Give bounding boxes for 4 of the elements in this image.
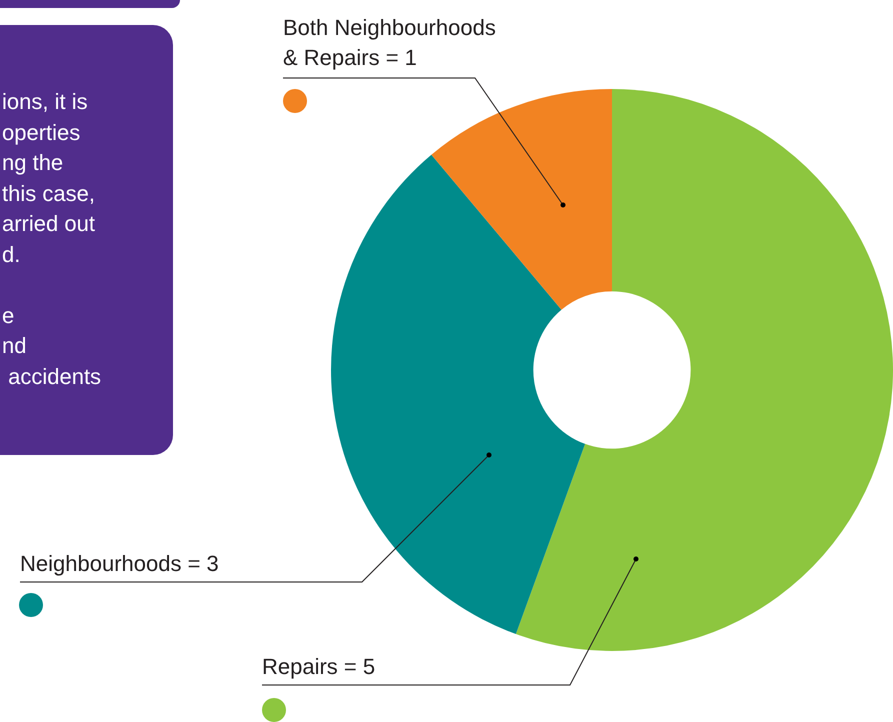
slice-label: Both Neighbourhoods & Repairs = 1 xyxy=(283,15,496,70)
slice-label: Neighbourhoods = 3 xyxy=(20,551,219,576)
text: ions, it is operties ng the this case, arried out d. e nd accidents xyxy=(2,89,102,388)
slice-label: Repairs = 5 xyxy=(262,654,376,679)
